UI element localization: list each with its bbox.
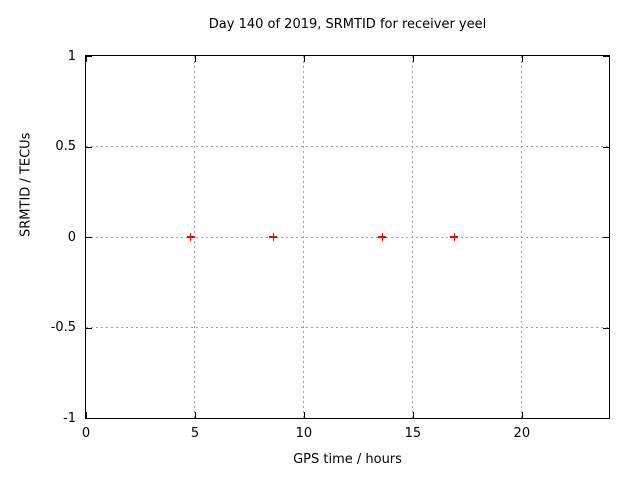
gridline-vertical bbox=[303, 56, 305, 418]
x-tick-label: 20 bbox=[513, 426, 531, 441]
y-tick-mark bbox=[603, 418, 609, 419]
x-tick-mark bbox=[412, 412, 414, 418]
marker-vertical-bar bbox=[272, 233, 275, 241]
x-tick-label: 5 bbox=[190, 426, 200, 441]
plot-area bbox=[85, 55, 610, 419]
x-tick-label: 0 bbox=[81, 426, 91, 441]
y-tick-label: 0 bbox=[67, 229, 76, 245]
y-tick-mark bbox=[86, 56, 92, 57]
gridline-horizontal bbox=[86, 146, 609, 147]
x-tick-mark bbox=[303, 56, 305, 62]
y-tick-mark bbox=[603, 146, 609, 148]
x-axis-label: GPS time / hours bbox=[293, 452, 402, 467]
data-point-marker bbox=[186, 233, 195, 241]
y-tick-label: -1 bbox=[63, 410, 76, 426]
marker-vertical-bar bbox=[189, 233, 192, 241]
data-point-marker bbox=[269, 233, 278, 241]
x-tick-label: 10 bbox=[295, 426, 313, 441]
x-tick-mark bbox=[86, 56, 87, 62]
x-tick-mark bbox=[521, 412, 523, 418]
x-tick-mark bbox=[194, 412, 196, 418]
data-point-marker bbox=[450, 233, 459, 241]
gridline-vertical bbox=[412, 56, 414, 418]
y-tick-mark bbox=[86, 418, 92, 419]
x-tick-mark bbox=[194, 56, 196, 62]
x-tick-mark bbox=[521, 56, 523, 62]
y-tick-label: 1 bbox=[67, 48, 76, 64]
chart-title: Day 140 of 2019, SRMTID for receiver yee… bbox=[208, 17, 487, 32]
gridline-vertical bbox=[194, 56, 196, 418]
gridline-vertical bbox=[521, 56, 523, 418]
data-point-marker bbox=[378, 233, 387, 241]
y-tick-label: 0.5 bbox=[55, 139, 76, 154]
gridline-horizontal bbox=[86, 327, 609, 328]
x-tick-mark bbox=[412, 56, 414, 62]
marker-vertical-bar bbox=[381, 233, 384, 241]
x-tick-mark bbox=[86, 412, 87, 418]
y-tick-mark bbox=[86, 237, 92, 238]
y-tick-mark bbox=[603, 237, 609, 238]
y-tick-mark bbox=[603, 56, 609, 57]
y-tick-mark bbox=[603, 327, 609, 329]
marker-vertical-bar bbox=[453, 233, 456, 241]
x-tick-mark bbox=[303, 412, 305, 418]
y-tick-label: -0.5 bbox=[50, 320, 76, 335]
x-tick-label: 15 bbox=[404, 426, 422, 441]
y-tick-mark bbox=[86, 327, 92, 329]
gridline-horizontal bbox=[86, 236, 609, 238]
y-tick-mark bbox=[86, 146, 92, 148]
